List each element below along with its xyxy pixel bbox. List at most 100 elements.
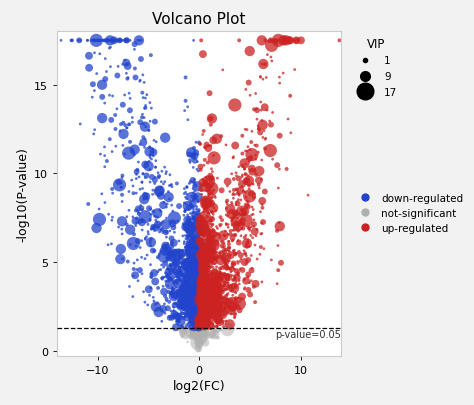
Point — [182, 295, 190, 301]
Point — [195, 304, 202, 310]
Point — [175, 317, 183, 323]
Point — [197, 290, 204, 296]
Point — [198, 322, 206, 328]
Point — [190, 320, 198, 326]
Point — [201, 145, 208, 151]
Point — [184, 234, 191, 241]
Point — [195, 328, 203, 335]
Point — [191, 262, 198, 269]
Point — [146, 217, 154, 224]
Point — [234, 272, 242, 279]
Point — [123, 38, 130, 45]
Point — [236, 298, 244, 305]
Point — [188, 314, 195, 320]
Point — [198, 290, 206, 297]
Point — [191, 288, 199, 294]
Point — [141, 106, 148, 112]
Point — [201, 329, 208, 335]
Point — [201, 293, 208, 300]
Point — [206, 245, 214, 252]
Point — [190, 298, 197, 305]
Point — [140, 289, 147, 295]
Point — [200, 273, 208, 279]
Point — [191, 302, 199, 308]
Point — [286, 38, 293, 45]
Point — [201, 253, 209, 260]
Point — [91, 51, 98, 57]
Point — [194, 313, 201, 320]
Point — [238, 172, 246, 179]
Point — [215, 278, 223, 285]
Point — [193, 307, 201, 313]
Point — [238, 208, 246, 214]
Point — [191, 323, 198, 330]
Point — [198, 271, 205, 278]
Point — [141, 190, 149, 197]
Point — [208, 256, 216, 262]
Point — [205, 261, 212, 267]
Point — [196, 321, 204, 328]
Point — [191, 247, 199, 253]
Point — [175, 266, 183, 272]
Y-axis label: -log10(P-value): -log10(P-value) — [17, 147, 30, 242]
Point — [197, 254, 205, 260]
Point — [221, 305, 229, 311]
Point — [164, 266, 171, 273]
Point — [199, 331, 207, 338]
Point — [190, 277, 198, 284]
Point — [183, 249, 191, 256]
Point — [163, 257, 171, 264]
Point — [238, 212, 246, 219]
Point — [146, 155, 154, 161]
Point — [205, 248, 212, 254]
Point — [197, 301, 204, 307]
Point — [182, 273, 190, 280]
Point — [224, 291, 232, 297]
Point — [190, 271, 197, 277]
Point — [199, 179, 206, 186]
Point — [183, 322, 191, 328]
Point — [195, 301, 203, 308]
Point — [178, 294, 185, 301]
Point — [129, 183, 137, 190]
Point — [188, 320, 196, 326]
Point — [210, 211, 217, 218]
Point — [262, 137, 269, 143]
Point — [222, 260, 230, 266]
Point — [200, 313, 207, 319]
Point — [126, 38, 134, 45]
Point — [175, 277, 182, 284]
Point — [238, 151, 246, 158]
Point — [212, 318, 219, 324]
Point — [223, 303, 231, 309]
Point — [197, 244, 205, 251]
Point — [196, 309, 204, 315]
Point — [142, 105, 149, 112]
Point — [193, 300, 201, 306]
Point — [227, 266, 234, 273]
Point — [151, 119, 159, 126]
Point — [94, 38, 101, 45]
Point — [186, 299, 194, 305]
Point — [170, 314, 178, 320]
Point — [210, 286, 218, 292]
Point — [154, 211, 161, 217]
Point — [199, 272, 207, 278]
Point — [106, 38, 114, 45]
Point — [179, 283, 187, 290]
Point — [227, 298, 235, 305]
Point — [256, 74, 264, 81]
Point — [196, 313, 203, 320]
Point — [244, 274, 252, 280]
Point — [249, 207, 257, 213]
Point — [149, 188, 156, 194]
Point — [226, 245, 233, 251]
Point — [110, 38, 118, 45]
Point — [153, 139, 160, 146]
Point — [202, 261, 210, 267]
Point — [202, 280, 210, 287]
Point — [179, 315, 187, 322]
Point — [189, 245, 197, 252]
Point — [195, 324, 202, 330]
Point — [193, 220, 201, 226]
